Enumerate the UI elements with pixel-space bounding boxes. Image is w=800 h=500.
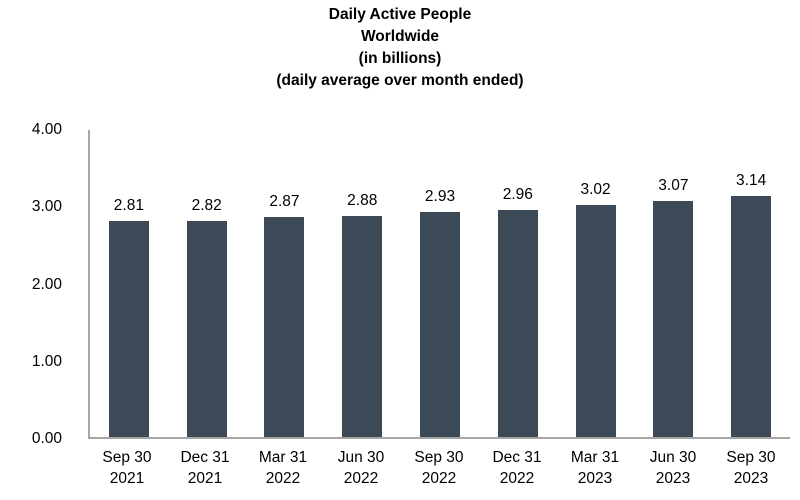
bar-value-label: 2.88 <box>347 191 378 209</box>
bar-column: 2.82 <box>168 130 246 437</box>
y-tick-label: 1.00 <box>31 352 62 370</box>
bar-column: 2.93 <box>401 130 479 437</box>
chart-title-line-2: Worldwide <box>360 28 440 45</box>
x-tick-label: Jun 30 2022 <box>337 449 385 487</box>
bar-value-label: 2.93 <box>424 188 456 206</box>
bar-column: 2.87 <box>246 130 324 437</box>
bars-group: 2.81 2.82 2.87 2.88 2.93 2.96 3.02 3.07 3.14 <box>90 130 790 437</box>
bar-value-label: 2.81 <box>113 197 144 215</box>
bar-value-label: 2.96 <box>502 185 533 203</box>
x-tick-label: Jun 30 2023 <box>649 449 697 487</box>
bar-column: 2.88 <box>323 130 401 437</box>
bar <box>264 216 305 437</box>
x-tick-label: Mar 31 2023 <box>570 449 620 487</box>
bar-value-label: 3.14 <box>736 172 767 190</box>
bar <box>108 221 149 437</box>
bar <box>420 212 461 437</box>
y-tick-label: 0.00 <box>31 430 62 447</box>
bar-column: 3.14 <box>712 130 790 437</box>
bar-value-label: 3.02 <box>580 181 611 199</box>
y-axis: 0.00 1.00 2.00 3.00 4.00 <box>0 121 74 447</box>
plot-area: 2.81 2.82 2.87 2.88 2.93 2.96 3.02 3.07 3.14 <box>88 130 790 439</box>
chart-title-line-4: (daily average over month ended) <box>276 72 524 89</box>
x-axis: Sep 30 2021 Dec 31 2021 Mar 31 2022 Jun 30 2022… <box>88 447 790 489</box>
x-tick-label: Dec 31 2022 <box>492 449 542 487</box>
bar <box>342 215 383 437</box>
bar <box>497 209 538 437</box>
x-tick-label: Mar 31 2022 <box>258 449 308 487</box>
bar-column: 3.02 <box>557 130 635 437</box>
y-tick-label: 3.00 <box>31 198 62 216</box>
bar-value-label: 2.87 <box>269 192 300 210</box>
x-tick-label: Sep 30 2021 <box>102 449 152 487</box>
x-tick-label: Sep 30 2023 <box>726 449 776 487</box>
bar <box>186 220 227 437</box>
bar-column: 2.96 <box>479 130 557 437</box>
bar-column: 2.81 <box>90 130 168 437</box>
bar-column: 3.07 <box>634 130 712 437</box>
bar <box>731 196 772 437</box>
y-tick-label: 2.00 <box>31 275 62 293</box>
bar <box>575 205 616 437</box>
x-tick-label: Dec 31 2021 <box>180 449 230 487</box>
x-tick-label: Sep 30 2022 <box>414 449 464 487</box>
chart-title-line-3: (in billions) <box>358 50 442 67</box>
chart-title-line-1: Daily Active People <box>328 6 472 23</box>
bar <box>653 201 694 437</box>
y-tick-label: 4.00 <box>31 121 62 138</box>
bar-value-label: 2.82 <box>191 196 222 214</box>
bar-value-label: 3.07 <box>658 177 689 195</box>
chart-title: Daily Active People Worldwide (in billio… <box>0 4 800 92</box>
